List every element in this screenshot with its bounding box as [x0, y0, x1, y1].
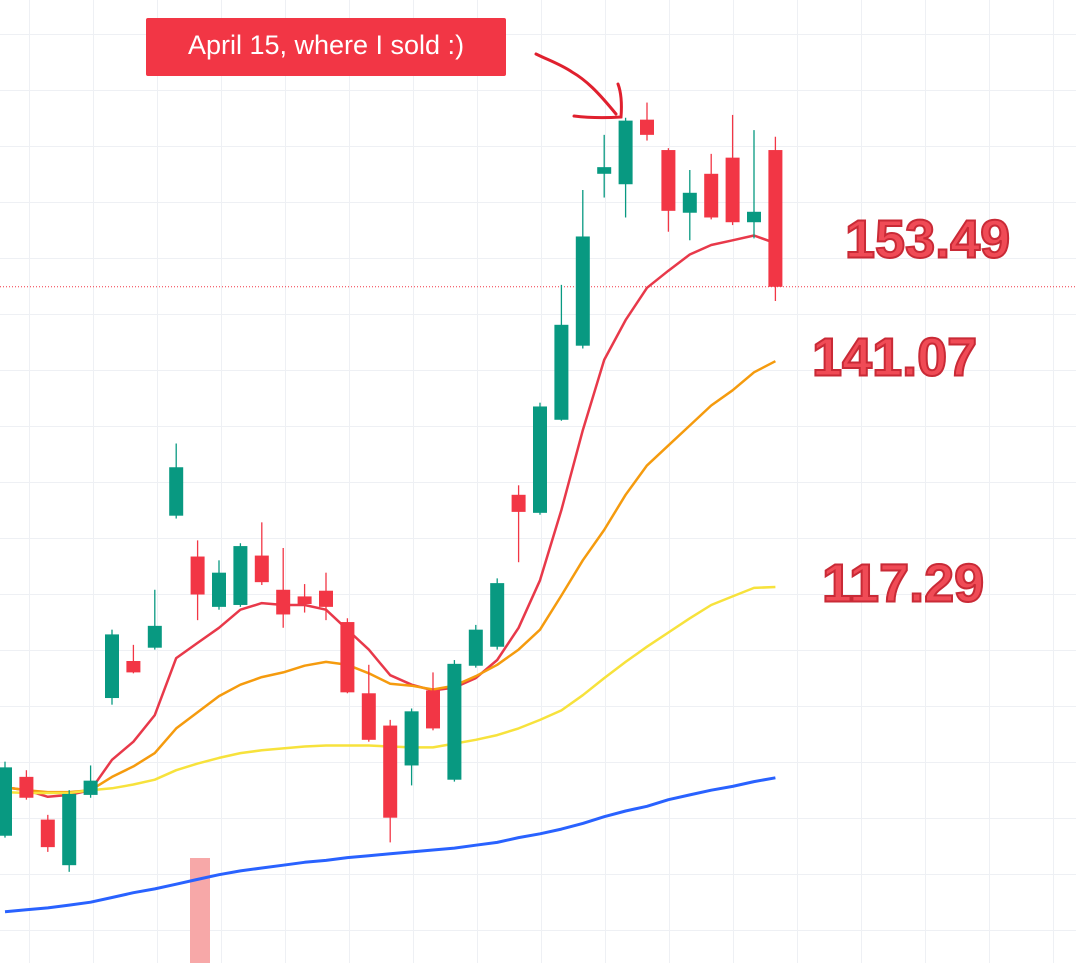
- plot: [0, 102, 1076, 914]
- candle-body: [554, 324, 569, 420]
- candle-body: [426, 690, 440, 729]
- candle-body: [468, 629, 483, 666]
- candle-body: [83, 780, 98, 795]
- candle-body: [618, 120, 633, 185]
- price-label: 141.07: [812, 327, 977, 387]
- annotation-box: [146, 18, 506, 76]
- candle-body: [169, 467, 184, 516]
- candle-body: [147, 625, 162, 648]
- candle-body: [661, 150, 676, 211]
- moving-average-line: [4, 360, 776, 794]
- candle-body: [40, 819, 55, 848]
- candle-body: [597, 167, 612, 174]
- candle-body: [276, 589, 291, 615]
- candle-body: [319, 590, 333, 607]
- price-label: 117.29: [822, 553, 984, 613]
- candle-body: [340, 622, 355, 693]
- candle-body: [254, 555, 269, 583]
- hand-drawn-arrow: [534, 52, 623, 120]
- candle-body: [190, 556, 205, 595]
- candle-body: [297, 596, 312, 605]
- candle-body: [747, 211, 761, 223]
- moving-average-line: [4, 776, 776, 914]
- price-label: 153.49: [845, 209, 1010, 269]
- candle-body: [404, 711, 419, 766]
- candle-body: [704, 173, 719, 218]
- candle-body: [383, 725, 398, 818]
- candle-body: [447, 663, 462, 780]
- candle-body: [490, 583, 505, 647]
- candle-body: [768, 150, 783, 287]
- candle-body: [0, 767, 12, 836]
- candle-body: [19, 776, 34, 798]
- candle-body: [361, 693, 376, 740]
- candle-body: [212, 572, 226, 607]
- candle-body: [533, 406, 547, 513]
- candle-body: [575, 236, 590, 346]
- candle-body: [105, 634, 119, 699]
- annotation-text: April 15, where I sold :): [188, 30, 464, 60]
- candle-body: [682, 192, 697, 213]
- candle-body: [126, 660, 141, 673]
- candle-body: [233, 546, 248, 605]
- highlight-bar: [190, 858, 210, 963]
- candle-body: [725, 157, 740, 223]
- candle-body: [511, 494, 526, 512]
- candle-body: [62, 793, 77, 866]
- moving-average-line: [4, 234, 776, 799]
- candle-body: [640, 119, 654, 135]
